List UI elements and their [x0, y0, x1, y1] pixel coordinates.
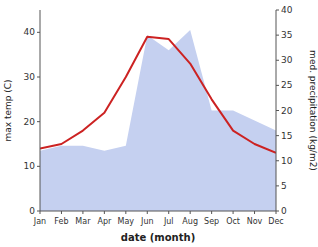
plot-area: [40, 30, 276, 211]
x-tick: [82, 211, 83, 214]
y-tick: [37, 121, 40, 122]
x-tick: [168, 211, 169, 214]
y2-tick: [276, 110, 279, 111]
x-tick-label: Oct: [226, 217, 240, 226]
y2-tick-label: 15: [281, 131, 292, 141]
x-tick-label: Dec: [268, 217, 283, 226]
chart: 0 10 20 30 40 0 5 10 15 20 25 30 35 40 Jan Feb Mar Apr May…: [0, 0, 318, 247]
precip-area: [40, 30, 276, 211]
y-tick: [37, 32, 40, 33]
x-tick: [190, 211, 191, 214]
y2-tick-label: 20: [281, 106, 293, 116]
y2-tick-label: 25: [281, 80, 292, 90]
y2-axis-label: med. precipitation (kg/m2): [308, 50, 318, 171]
x-tick: [233, 211, 234, 214]
y2-tick: [276, 35, 279, 36]
y2-tick-label: 40: [281, 5, 293, 15]
x-tick-label: Jun: [140, 217, 154, 226]
y-tick-label: 20: [24, 117, 36, 127]
x-tick: [147, 211, 148, 214]
x-tick: [40, 211, 41, 214]
y2-tick: [276, 185, 279, 186]
x-tick-label: Sep: [204, 217, 219, 226]
x-tick-label: Nov: [247, 217, 263, 226]
y-tick-label: 10: [24, 161, 36, 171]
y2-tick: [276, 160, 279, 161]
x-tick: [125, 211, 126, 214]
x-axis-label: date (month): [121, 232, 195, 243]
y2-tick: [276, 85, 279, 86]
y-axis: [40, 10, 41, 211]
x-tick-label: May: [118, 217, 135, 226]
y2-tick: [276, 135, 279, 136]
y2-tick-label: 35: [281, 30, 292, 40]
x-tick-label: Mar: [75, 217, 91, 226]
y-tick: [37, 166, 40, 167]
x-tick: [254, 211, 255, 214]
x-tick-label: Aug: [182, 217, 198, 226]
y2-tick-label: 30: [281, 55, 293, 65]
y-tick-label: 0: [29, 206, 35, 216]
x-tick-label: Jul: [163, 217, 174, 226]
x-tick: [104, 211, 105, 214]
x-tick-label: Feb: [54, 217, 68, 226]
y2-tick-label: 10: [281, 156, 293, 166]
y-tick-label: 30: [24, 72, 36, 82]
y2-tick-label: 5: [281, 181, 287, 191]
temp-line: [40, 37, 276, 153]
y2-tick: [276, 60, 279, 61]
x-tick-label: Jan: [33, 217, 46, 226]
x-axis: [40, 211, 276, 212]
x-tick-label: Apr: [97, 217, 112, 226]
y2-tick-label: 0: [281, 206, 287, 216]
x-tick: [211, 211, 212, 214]
x-tick: [61, 211, 62, 214]
y-tick-label: 40: [24, 27, 36, 37]
y2-tick: [276, 10, 279, 11]
y-axis-label: max temp (C): [3, 79, 13, 141]
x-tick: [276, 211, 277, 214]
y-tick: [37, 77, 40, 78]
